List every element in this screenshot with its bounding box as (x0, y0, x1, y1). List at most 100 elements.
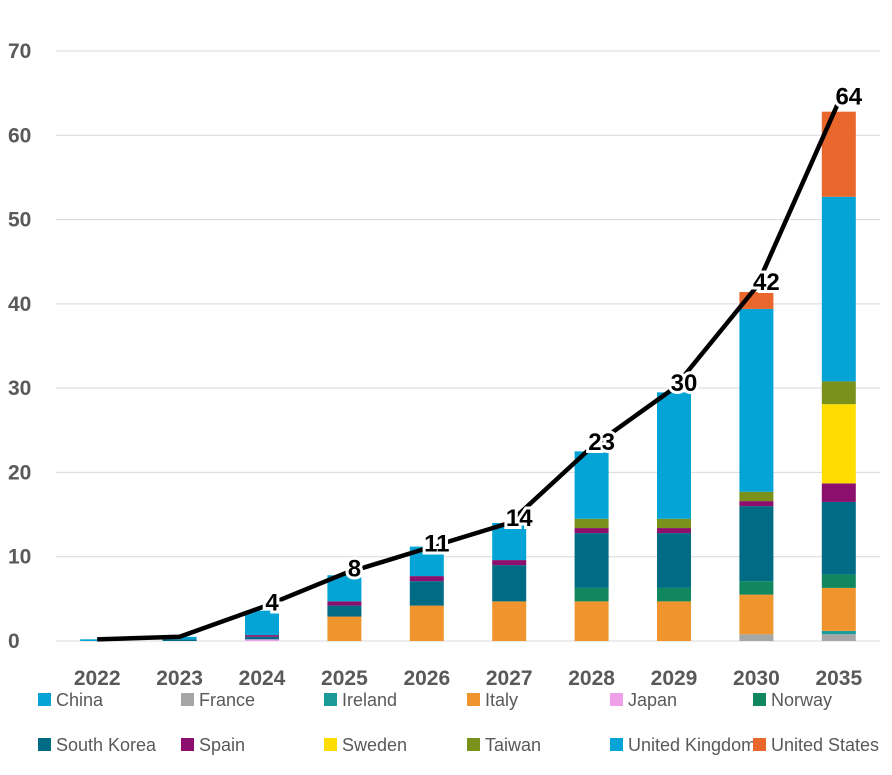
bar-segment (409, 576, 444, 582)
x-tick-label: 2024 (239, 667, 286, 690)
bar-segment (739, 491, 774, 502)
legend-label: Sweden (342, 735, 407, 755)
legend-swatch (610, 738, 623, 751)
legend-label: Norway (771, 690, 832, 710)
bar-segment (492, 523, 527, 561)
bar-segment (739, 308, 774, 492)
legend-swatch (181, 738, 194, 751)
bar-segment (409, 581, 444, 606)
x-tick-label: 2035 (815, 667, 862, 690)
bar-segment (821, 501, 856, 575)
legend-label: Japan (628, 690, 677, 710)
bars (80, 111, 856, 641)
x-axis-tick-labels: 2022 2023 2024 2025 2026 2027 2028 2029 2030 2035 (74, 667, 863, 690)
x-tick-label: 2025 (321, 667, 368, 690)
bar-segment (821, 574, 856, 588)
y-tick-label: 10 (8, 546, 31, 569)
legend-swatch (467, 693, 480, 706)
bar-segment (327, 605, 362, 617)
y-tick-label: 40 (8, 293, 31, 316)
y-tick-label: 70 (8, 40, 31, 63)
bar-segment (657, 601, 691, 641)
bar-segment (739, 581, 774, 595)
x-tick-label: 2026 (403, 667, 450, 690)
bar-segment (821, 196, 856, 382)
total-line (97, 100, 841, 642)
total-data-label: 14 (506, 505, 533, 532)
y-tick-label: 0 (8, 630, 20, 653)
legend-label: Italy (485, 690, 518, 710)
bar-segment (492, 601, 527, 641)
bar-segment (739, 634, 774, 641)
bar-segment (821, 630, 856, 635)
x-tick-label: 2027 (486, 667, 533, 690)
y-tick-label: 60 (8, 124, 31, 147)
bar-segment (80, 639, 115, 641)
bar-segment (245, 635, 279, 637)
bar-segment (409, 605, 444, 641)
legend-swatch (181, 693, 194, 706)
legend-swatch (467, 738, 480, 751)
y-tick-label: 30 (8, 377, 31, 400)
x-tick-label: 2028 (568, 667, 615, 690)
legend-label: South Korea (56, 735, 157, 755)
bar-segment (739, 501, 774, 507)
bar-segment (574, 528, 609, 534)
bar-segment (492, 565, 527, 602)
x-tick-label: 2022 (74, 667, 121, 690)
legend-label: Taiwan (485, 735, 541, 755)
legend-swatch (610, 693, 623, 706)
bar-segment (245, 639, 279, 641)
bar-segment (574, 601, 609, 641)
bar-segment (821, 381, 856, 405)
bar-segment (739, 506, 774, 582)
bar-segment (574, 451, 609, 519)
total-data-label: 4 (265, 589, 279, 616)
bar-segment (245, 610, 279, 636)
bar-segment (821, 404, 856, 484)
x-tick-label: 2030 (733, 667, 780, 690)
total-data-label: 64 (835, 84, 862, 111)
total-data-label: 42 (753, 269, 780, 296)
legend-label: Spain (199, 735, 245, 755)
bar-segment (574, 533, 609, 588)
bar-segment (821, 634, 856, 641)
legend-swatch (38, 693, 51, 706)
bar-segment (657, 587, 691, 602)
total-data-label: 8 (348, 556, 361, 583)
x-tick-label: 2023 (156, 667, 203, 690)
total-data-label: 11 (424, 530, 449, 557)
legend-label: United States (771, 735, 879, 755)
bar-segment (821, 483, 856, 502)
bar-segment (657, 533, 691, 588)
x-tick-label: 2029 (651, 667, 698, 690)
bar-segment (327, 601, 362, 606)
bar-segment (574, 518, 609, 529)
legend-swatch (324, 738, 337, 751)
legend-swatch (753, 693, 766, 706)
total-data-label: 30 (671, 370, 698, 397)
legend-label: France (199, 690, 255, 710)
legend-label: United Kingdom (628, 735, 756, 755)
legend-swatch (38, 738, 51, 751)
y-tick-label: 50 (8, 209, 31, 232)
bar-segment (327, 616, 362, 641)
y-axis-tick-labels: 0 10 20 30 40 50 60 70 (8, 40, 31, 653)
bar-segment (657, 518, 691, 529)
bar-segment (245, 636, 279, 640)
bar-segment (821, 587, 856, 631)
bar-segment (162, 639, 197, 641)
bar-segment (492, 560, 527, 566)
bar-segment (657, 392, 691, 519)
bar-segment (739, 594, 774, 635)
bar-segment (657, 528, 691, 534)
legend: China France Ireland Italy Japan Norway South … (38, 690, 879, 755)
total-line-layer: 4 8 11 14 23 30 42 64 (97, 81, 866, 642)
total-data-label: 23 (588, 429, 615, 456)
legend-swatch (753, 738, 766, 751)
legend-label: Ireland (342, 690, 397, 710)
bar-segment (574, 587, 609, 602)
legend-swatch (324, 693, 337, 706)
